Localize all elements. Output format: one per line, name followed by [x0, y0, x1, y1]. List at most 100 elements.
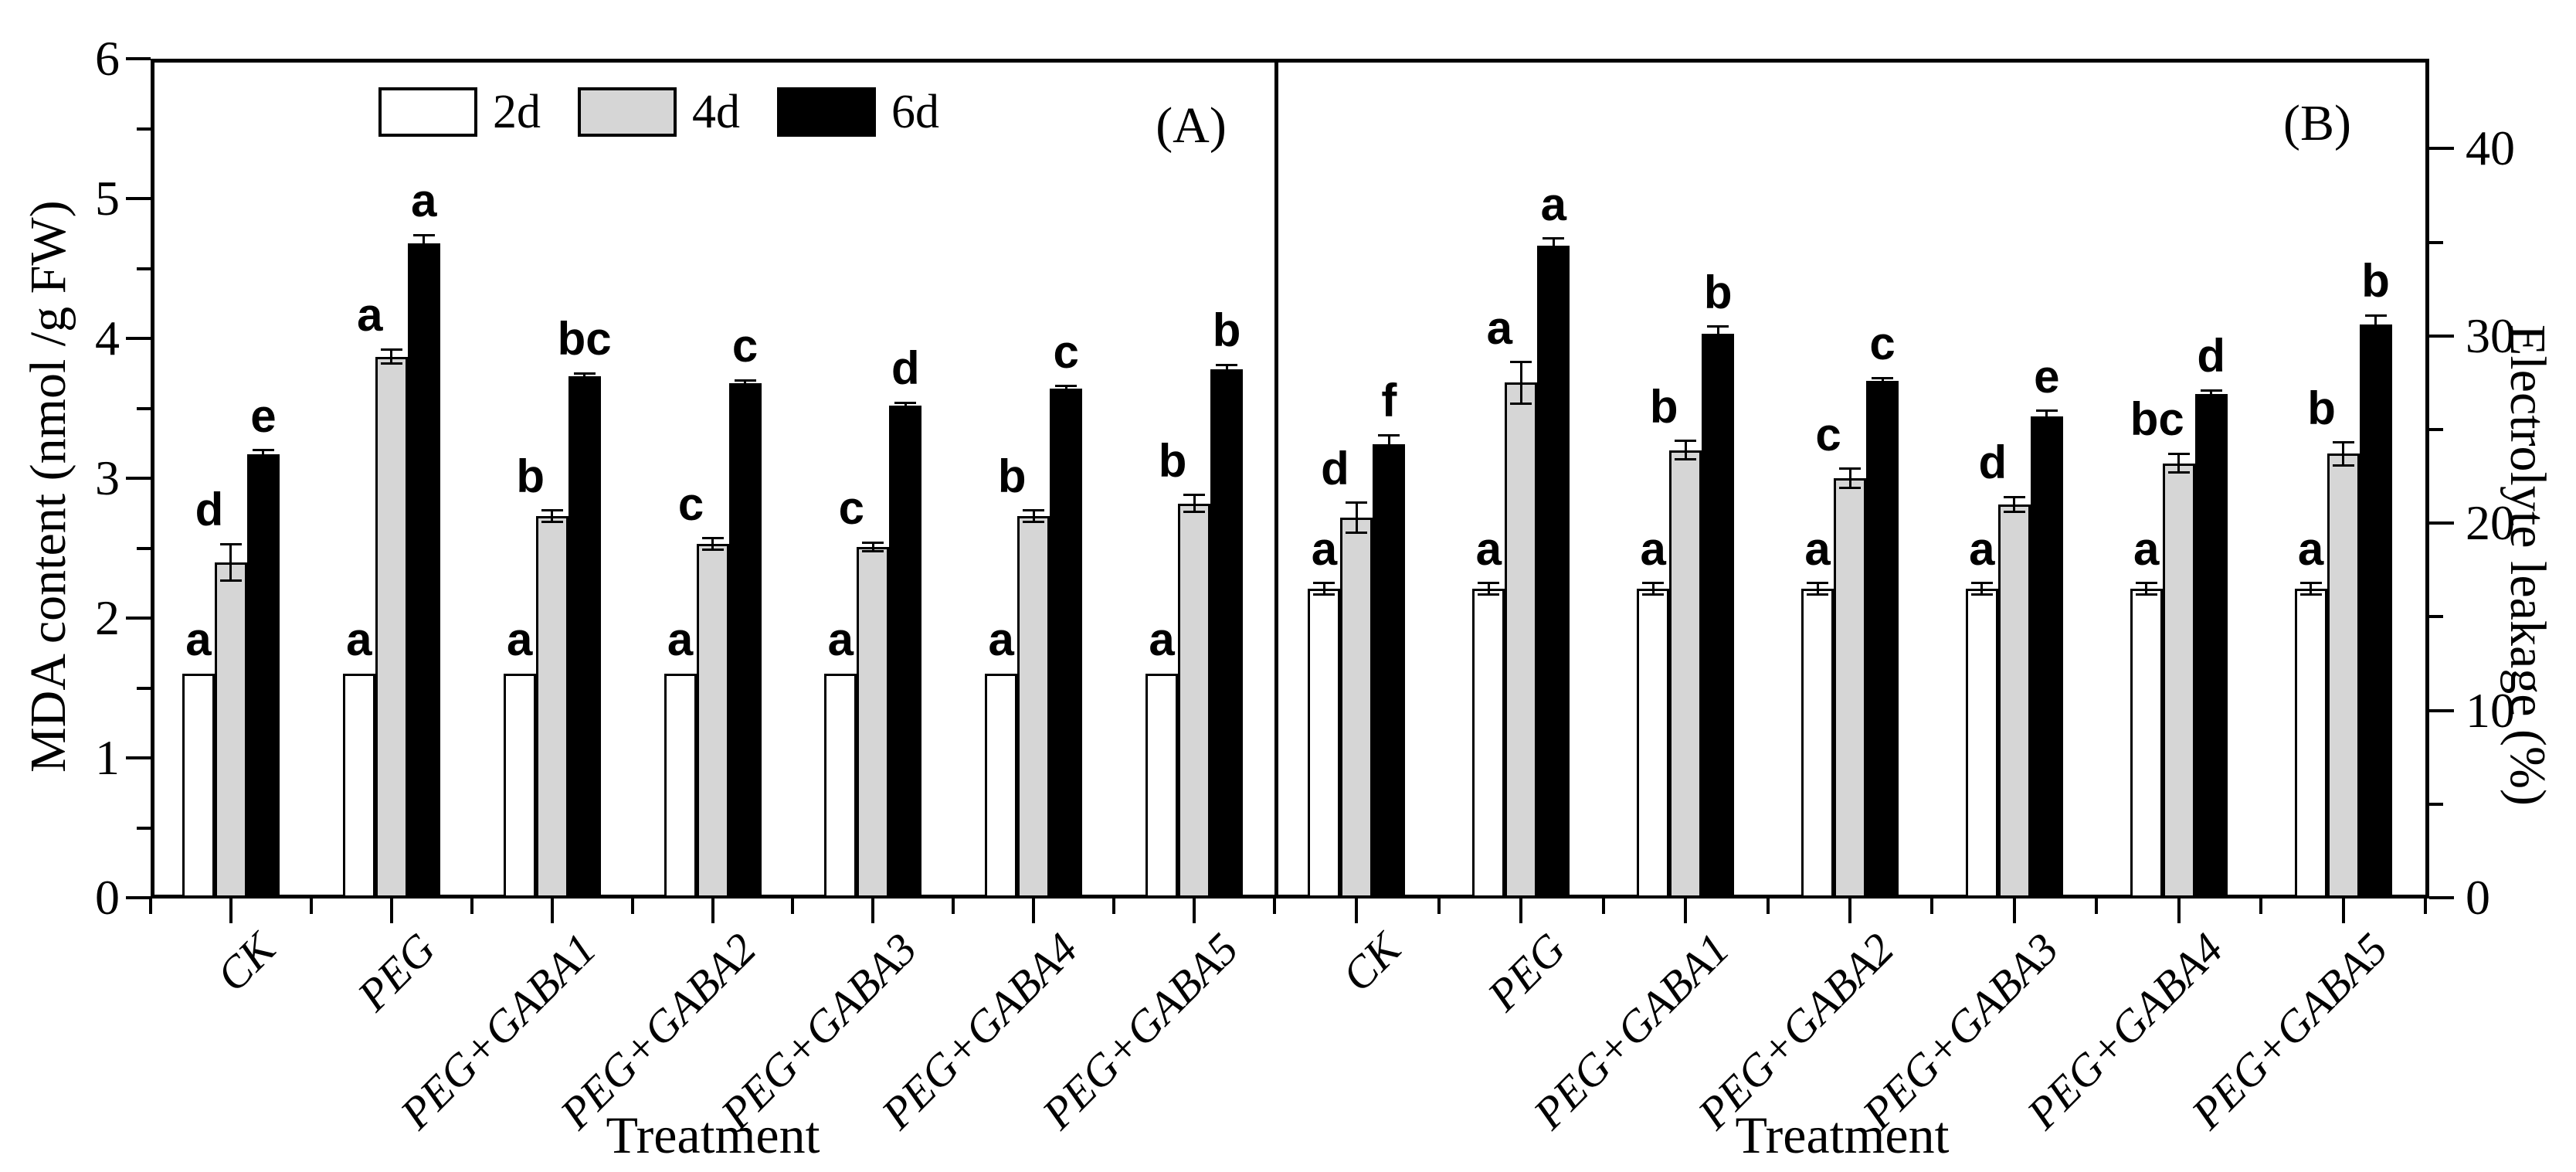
error-bar [871, 542, 874, 552]
bar-A-CK-4d [214, 562, 247, 898]
error-bar [1225, 365, 1228, 374]
sig-letter: b [2307, 382, 2336, 434]
sig-letter: a [1311, 522, 1338, 575]
error-bar-cap [2299, 593, 2322, 596]
bar-A-CK-6d [246, 454, 280, 898]
sig-letter: a [357, 289, 383, 341]
x-category-label: PEG [348, 923, 445, 1021]
y-major-tick [2429, 334, 2454, 338]
y-major-tick [126, 896, 151, 899]
y-major-tick [126, 197, 151, 200]
error-bar-cap [2135, 582, 2157, 585]
frame-top [151, 59, 2429, 63]
error-bar [1848, 468, 1851, 488]
bar-B-PEG-4d [1505, 382, 1538, 898]
bar-A-PEG+GABA1-2d [503, 674, 536, 898]
error-bar [1355, 502, 1358, 533]
legend-label-2d: 2d [493, 86, 541, 138]
sig-letter: d [2197, 330, 2226, 382]
sig-letter: bc [2130, 393, 2184, 446]
error-bar-cap [1872, 382, 1893, 386]
y-tick-label: 20 [2466, 495, 2515, 551]
bar-A-PEG+GABA3-4d [857, 546, 890, 898]
error-bar-cap [894, 401, 917, 404]
error-bar-cap [380, 348, 402, 351]
sig-letter: e [250, 389, 277, 442]
error-bar-cap [1055, 385, 1078, 388]
sig-letter: a [2133, 522, 2160, 575]
error-bar [2045, 410, 2048, 423]
sig-letter: c [677, 477, 704, 530]
error-bar-cap [219, 542, 242, 545]
y-minor-tick [2429, 427, 2443, 431]
error-bar [229, 544, 232, 581]
x-minor-tick [1766, 899, 1770, 914]
error-bar-cap [1642, 582, 1665, 585]
sig-letter: a [2297, 522, 2324, 575]
bar-A-PEG+GABA4-4d [1017, 515, 1050, 898]
x-minor-tick [1112, 899, 1116, 914]
y-tick-label: 2 [95, 590, 120, 645]
error-bar [711, 538, 714, 550]
bar-B-PEG-6d [1537, 246, 1570, 898]
sig-letter: a [1540, 178, 1566, 230]
error-bar-cap [1216, 372, 1238, 375]
x-major-tick [711, 899, 714, 923]
error-bar-cap [1970, 593, 1993, 596]
bar-A-PEG+GABA2-4d [696, 544, 729, 898]
error-bar-cap [1346, 531, 1368, 534]
error-bar-cap [1642, 593, 1665, 596]
error-bar-cap [1839, 467, 1861, 470]
panel-divider-line [1274, 59, 1278, 899]
x-minor-tick [2424, 899, 2427, 914]
bar-B-PEG+GABA4-4d [2162, 463, 2195, 898]
error-bar [1387, 435, 1390, 454]
error-bar [1651, 583, 1655, 595]
error-bar [744, 380, 746, 386]
legend-item-2d: 2d [378, 87, 541, 137]
x-minor-tick [470, 899, 473, 914]
error-bar-cap [380, 362, 402, 365]
bar-B-PEG+GABA4-2d [2130, 589, 2163, 898]
bar-B-PEG+GABA5-4d [2327, 454, 2360, 898]
error-bar-cap [1807, 582, 1828, 585]
x-category-label: CK [206, 923, 285, 1001]
legend-swatch-4d-icon [578, 87, 677, 137]
error-bar [2145, 583, 2148, 595]
error-bar-cap [1675, 440, 1697, 443]
x-minor-tick [2095, 899, 2099, 914]
sig-letter: d [195, 484, 224, 536]
error-bar-cap [1510, 402, 1532, 405]
sig-letter: c [838, 482, 865, 535]
sig-letter: d [891, 342, 920, 395]
y-major-tick [126, 756, 151, 759]
bar-A-CK-2d [182, 674, 215, 898]
sig-letter: a [411, 175, 437, 227]
sig-letter: a [506, 613, 533, 666]
error-bar [2342, 442, 2345, 466]
sig-letter: d [1978, 437, 2008, 489]
error-bar-cap [2332, 441, 2354, 444]
error-bar-cap [1707, 325, 1729, 328]
error-bar-cap [2167, 471, 2190, 474]
error-bar-cap [2200, 396, 2222, 399]
bar-B-PEG+GABA3-2d [1965, 589, 1998, 898]
x-minor-tick [630, 899, 634, 914]
sig-letter: a [1149, 613, 1175, 666]
sig-letter: a [346, 613, 372, 666]
error-bar-cap [1970, 582, 1993, 585]
bar-B-PEG+GABA1-4d [1669, 450, 1702, 898]
x-minor-tick [1437, 899, 1441, 914]
x-axis-line [151, 895, 2429, 899]
error-bar-cap [1478, 582, 1500, 585]
sig-letter: a [667, 613, 694, 666]
bar-B-PEG+GABA2-4d [1834, 478, 1866, 898]
error-bar [1684, 440, 1687, 460]
error-bar-cap [2167, 452, 2190, 455]
x-category-label: PEG [1477, 923, 1575, 1021]
bar-B-PEG+GABA3-4d [1997, 504, 2031, 898]
y-tick-label: 3 [95, 450, 120, 505]
error-bar [551, 510, 554, 522]
